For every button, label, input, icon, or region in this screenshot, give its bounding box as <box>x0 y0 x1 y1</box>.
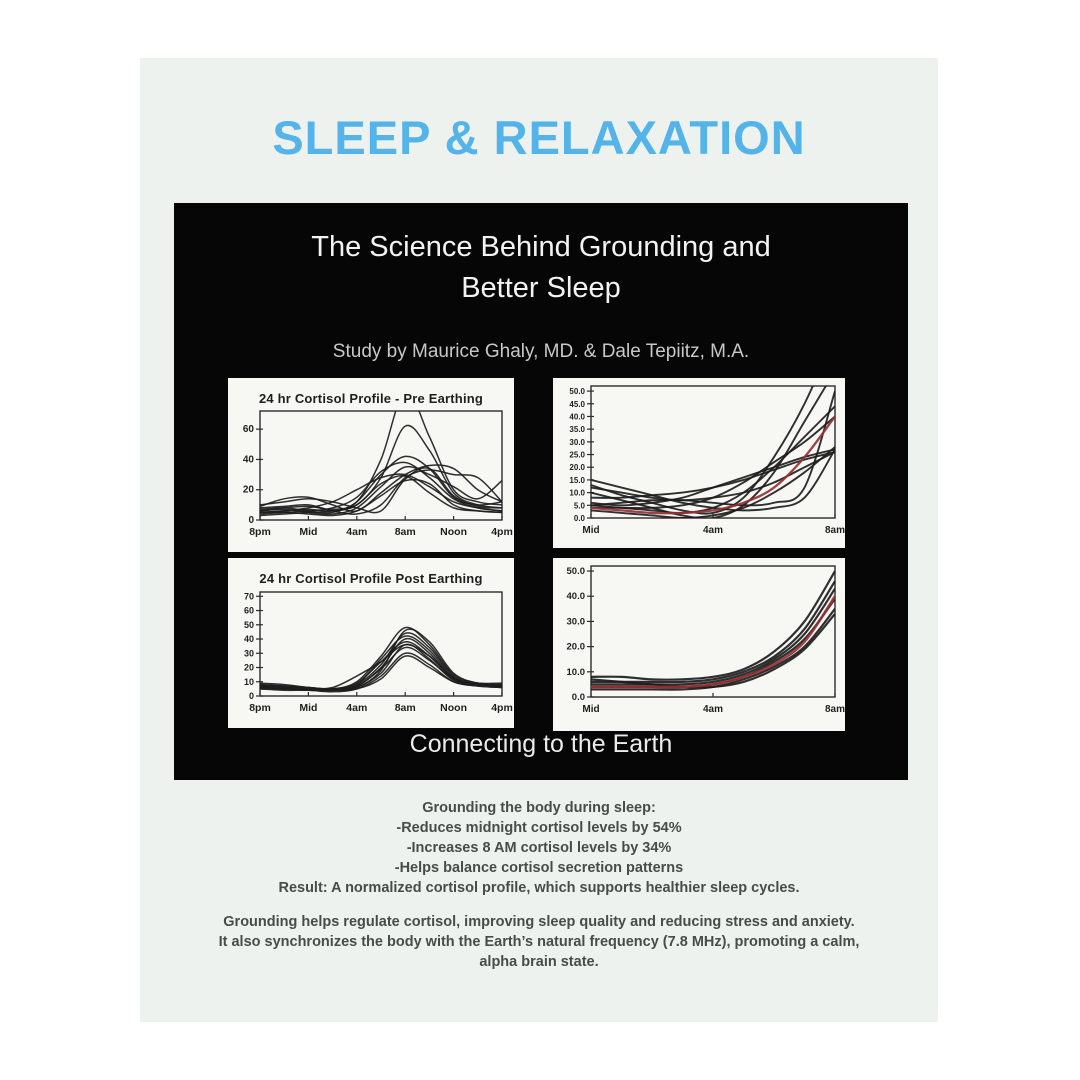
svg-text:4am: 4am <box>703 704 723 715</box>
svg-text:4am: 4am <box>346 702 367 714</box>
svg-text:Mid: Mid <box>582 704 599 715</box>
svg-text:40.0: 40.0 <box>567 591 586 602</box>
svg-text:40.0: 40.0 <box>569 412 585 421</box>
study-heading-line-1: The Science Behind Grounding and <box>311 231 771 263</box>
svg-text:20: 20 <box>243 485 255 496</box>
svg-text:8am: 8am <box>395 526 416 538</box>
svg-text:4am: 4am <box>703 525 723 536</box>
svg-text:4pm: 4pm <box>491 526 513 538</box>
svg-text:30: 30 <box>244 648 254 658</box>
summary-block-1: Grounding the body during sleep: -Reduce… <box>140 798 938 898</box>
earth-caption: Connecting to the Earth <box>409 730 673 758</box>
page-title: SLEEP & RELAXATION <box>272 111 806 164</box>
svg-text:Mid: Mid <box>582 525 599 536</box>
study-subtitle: Study by Maurice Ghaly, MD. & Dale Tepii… <box>332 341 750 362</box>
summary-line: -Helps balance cortisol secretion patter… <box>394 860 684 876</box>
summary-line: -Reduces midnight cortisol levels by 54% <box>396 820 682 836</box>
chart-title-post-earthing: 24 hr Cortisol Profile Post Earthing <box>259 571 483 586</box>
svg-text:60: 60 <box>244 606 254 616</box>
svg-text:30.0: 30.0 <box>567 616 586 627</box>
chart-post-earthing-zoom-svg: 0.0 10.0 20.0 30.0 40.0 50.0 Mid 4am 8am <box>567 565 845 715</box>
svg-text:50.0: 50.0 <box>567 566 586 577</box>
chart-pre-earthing-24h-svg: 0 20 40 60 8pm Mid 4am 8am Noon 4pm <box>243 410 513 538</box>
svg-text:4am: 4am <box>346 526 367 538</box>
svg-text:10: 10 <box>244 677 254 687</box>
svg-text:25.0: 25.0 <box>569 451 585 460</box>
study-heading-line-2: Better Sleep <box>461 272 621 304</box>
svg-text:0: 0 <box>248 515 254 526</box>
svg-text:20.0: 20.0 <box>567 642 586 653</box>
summary-line: -Increases 8 AM cortisol levels by 34% <box>406 840 672 856</box>
study-heading: The Science Behind Grounding and Better … <box>174 227 908 309</box>
svg-text:20: 20 <box>244 663 254 673</box>
chart-pre-earthing-zoom-svg: 0.0 5.0 10.0 15.0 20.0 25.0 30.0 35.0 40.0 45.0 50… <box>569 385 845 536</box>
svg-text:40: 40 <box>244 634 254 644</box>
svg-text:10.0: 10.0 <box>567 667 586 678</box>
svg-text:0: 0 <box>249 691 254 701</box>
svg-text:4pm: 4pm <box>491 702 513 714</box>
chart-post-earthing-24h-svg: 0 10 20 30 40 50 60 70 8pm Mid 4am 8am Noon 4pm <box>244 591 513 714</box>
svg-text:Noon: Noon <box>440 702 467 714</box>
chart-panel-post-earthing-zoom: 0.0 10.0 20.0 30.0 40.0 50.0 Mid 4am 8am <box>553 558 845 731</box>
chart-panel-pre-earthing-zoom: 0.0 5.0 10.0 15.0 20.0 25.0 30.0 35.0 40.0 45.0 50… <box>553 378 845 548</box>
svg-text:20.0: 20.0 <box>569 463 585 472</box>
svg-text:30.0: 30.0 <box>569 438 585 447</box>
svg-text:Noon: Noon <box>440 526 467 538</box>
svg-text:0.0: 0.0 <box>574 514 586 523</box>
svg-text:15.0: 15.0 <box>569 476 585 485</box>
svg-text:35.0: 35.0 <box>569 425 585 434</box>
content-card: SLEEP & RELAXATION The Science Behind Gr… <box>140 58 938 1022</box>
summary-line: It also synchronizes the body with the E… <box>218 934 860 950</box>
svg-text:40: 40 <box>243 454 255 465</box>
svg-text:Mid: Mid <box>299 526 317 538</box>
summary-line: alpha brain state. <box>479 954 599 970</box>
svg-text:50: 50 <box>244 620 254 630</box>
svg-text:50.0: 50.0 <box>569 387 585 396</box>
svg-text:8am: 8am <box>395 702 416 714</box>
svg-text:0.0: 0.0 <box>572 692 585 703</box>
svg-text:10.0: 10.0 <box>569 489 585 498</box>
svg-text:8pm: 8pm <box>249 526 271 538</box>
svg-text:45.0: 45.0 <box>569 400 585 409</box>
summary-line: Grounding helps regulate cortisol, impro… <box>223 914 855 930</box>
study-panel: The Science Behind Grounding and Better … <box>174 203 908 780</box>
chart-panel-pre-earthing-24h: 24 hr Cortisol Profile - Pre Earthing 0 2… <box>228 378 514 552</box>
svg-text:8am: 8am <box>825 704 845 715</box>
svg-text:8am: 8am <box>825 525 845 536</box>
summary-block-2: Grounding helps regulate cortisol, impro… <box>140 912 938 972</box>
chart-title-pre-earthing: 24 hr Cortisol Profile - Pre Earthing <box>258 391 484 406</box>
summary-line: Result: A normalized cortisol profile, w… <box>278 880 800 896</box>
svg-text:60: 60 <box>243 424 255 435</box>
svg-text:5.0: 5.0 <box>574 501 586 510</box>
svg-text:70: 70 <box>244 591 254 601</box>
svg-text:Mid: Mid <box>299 702 317 714</box>
summary-line: Grounding the body during sleep: <box>422 800 656 816</box>
svg-text:8pm: 8pm <box>249 702 271 714</box>
chart-panel-post-earthing-24h: 24 hr Cortisol Profile Post Earthing 0 10… <box>228 558 514 728</box>
